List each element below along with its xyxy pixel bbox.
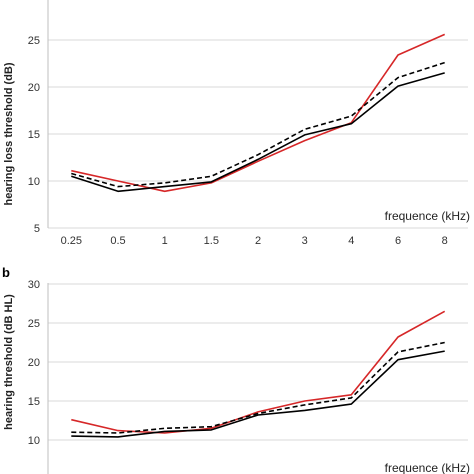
- panel-letter: b: [2, 265, 10, 280]
- y-axis-title: hearing threshold (dB HL): [3, 294, 15, 430]
- x-tick-label: 1.5: [204, 235, 219, 247]
- x-tick-label: 2: [255, 235, 261, 247]
- series-line-dashed: [71, 61, 445, 188]
- x-tick-label: 8: [442, 235, 448, 247]
- y-axis-title: hearing loss threshold (dB): [3, 62, 15, 205]
- chart-panel-2: 10 15 20 25 30 frequence (kHz) hearing thresho…: [2, 265, 470, 474]
- x-tick-label: 6: [395, 235, 401, 247]
- y-tick-label: 30: [28, 279, 40, 291]
- x-axis-title: frequence (kHz): [385, 209, 470, 223]
- x-axis-title: frequence (kHz): [385, 461, 470, 474]
- y-tick-label: 20: [28, 357, 40, 369]
- series-line-black: [71, 72, 445, 193]
- chart-panel-1: 5 10 15 20 25 0.25 0.5 1 1.5 2 3 4 6 8 frequence (kHz)…: [3, 0, 470, 247]
- series-line-red: [71, 310, 446, 434]
- y-tick-label: 10: [28, 176, 40, 188]
- series-line-red: [71, 33, 446, 193]
- x-tick-label: 0.5: [110, 235, 125, 247]
- y-tick-label: 25: [28, 318, 40, 330]
- series-line-dashed: [71, 341, 445, 434]
- x-tick-label: 3: [302, 235, 308, 247]
- y-tick-label: 15: [28, 396, 40, 408]
- series-line-black: [71, 350, 445, 438]
- y-tick-label: 20: [28, 82, 40, 94]
- x-tick-label: 4: [348, 235, 354, 247]
- y-tick-label: 15: [28, 129, 40, 141]
- y-tick-label: 5: [34, 223, 40, 235]
- y-tick-label: 25: [28, 35, 40, 47]
- x-tick-label: 1: [162, 235, 168, 247]
- y-tick-label: 10: [28, 435, 40, 447]
- x-tick-label: 0.25: [61, 235, 82, 247]
